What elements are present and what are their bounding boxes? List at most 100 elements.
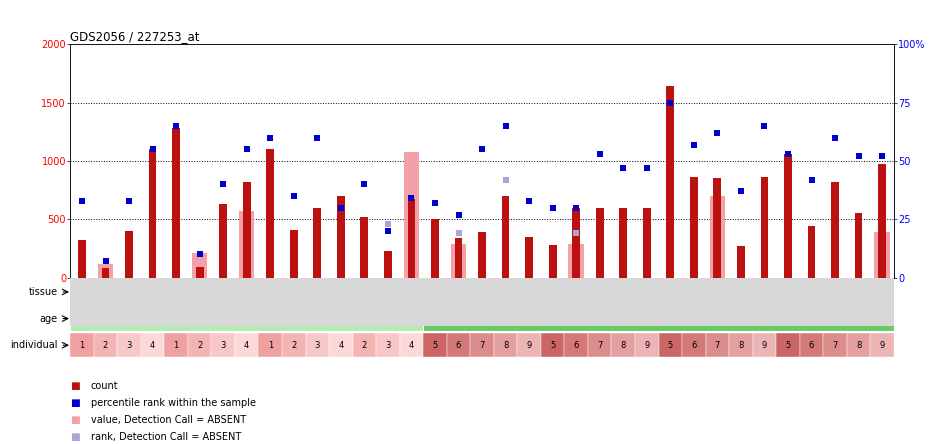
Text: 5: 5 [550, 341, 555, 350]
Text: 1: 1 [268, 341, 273, 350]
Bar [753, 333, 776, 357]
Bar [870, 333, 894, 357]
Text: deltoid: deltoid [572, 287, 604, 297]
Bar [784, 154, 792, 278]
Text: ■: ■ [70, 432, 80, 442]
Bar [568, 244, 584, 278]
Text: 1: 1 [80, 341, 84, 350]
Bar [643, 208, 651, 278]
Bar [548, 245, 557, 278]
Text: 8: 8 [621, 341, 626, 350]
Text: 8: 8 [739, 341, 743, 350]
Bar [847, 333, 870, 357]
Bar [620, 208, 627, 278]
Bar [242, 182, 251, 278]
Bar [494, 333, 518, 357]
Bar [776, 333, 799, 357]
Bar [709, 196, 725, 278]
Bar [706, 333, 729, 357]
Bar [376, 333, 400, 357]
Bar [470, 333, 494, 357]
Bar [165, 333, 188, 357]
Bar [855, 214, 862, 278]
Text: 2: 2 [361, 341, 367, 350]
Bar [659, 333, 682, 357]
Bar [611, 333, 635, 357]
Text: 6: 6 [691, 341, 696, 350]
Bar [219, 204, 227, 278]
Text: 3: 3 [126, 341, 132, 350]
Text: 9: 9 [762, 341, 768, 350]
Bar [149, 149, 156, 278]
Bar [384, 251, 392, 278]
Text: 5: 5 [667, 341, 673, 350]
Bar [635, 280, 753, 304]
Text: age: age [39, 313, 58, 324]
Bar [635, 333, 659, 357]
Bar [400, 333, 423, 357]
Bar [729, 333, 753, 357]
Text: gastrocnemius: gastrocnemius [661, 287, 727, 297]
Text: ■: ■ [70, 381, 80, 391]
Text: 9: 9 [526, 341, 532, 350]
Text: 4: 4 [409, 341, 414, 350]
Text: 3: 3 [386, 341, 390, 350]
Bar [165, 280, 258, 304]
Bar [824, 333, 847, 357]
Text: 6: 6 [809, 341, 814, 350]
Bar [258, 280, 376, 304]
Text: 5: 5 [785, 341, 791, 350]
Bar [431, 219, 439, 278]
Bar [713, 178, 722, 278]
Bar [564, 333, 588, 357]
Text: 7: 7 [597, 341, 603, 350]
Bar [376, 280, 423, 304]
Bar [97, 264, 113, 278]
Text: 2: 2 [291, 341, 297, 350]
Bar [102, 268, 110, 278]
Bar [192, 253, 208, 278]
Text: 6: 6 [574, 341, 578, 350]
Bar [831, 182, 839, 278]
Bar [518, 333, 541, 357]
Bar [799, 333, 824, 357]
Bar [353, 333, 376, 357]
Bar [808, 226, 815, 278]
Bar [525, 237, 533, 278]
Bar [541, 333, 564, 357]
Bar [290, 230, 298, 278]
Bar [267, 149, 274, 278]
Text: ■: ■ [70, 398, 80, 408]
Text: 3: 3 [221, 341, 226, 350]
Bar [329, 333, 353, 357]
Text: 6: 6 [456, 341, 461, 350]
Bar [423, 333, 446, 357]
Bar [446, 333, 470, 357]
Bar [172, 128, 180, 278]
Bar [196, 267, 203, 278]
Bar [690, 177, 697, 278]
Bar [235, 333, 258, 357]
Bar [682, 333, 706, 357]
Bar [337, 196, 344, 278]
Bar [360, 217, 368, 278]
Bar [596, 208, 604, 278]
Bar [117, 333, 140, 357]
Bar [451, 244, 466, 278]
Bar [878, 164, 886, 278]
Text: 9: 9 [644, 341, 650, 350]
Text: 4: 4 [244, 341, 249, 350]
Bar [239, 211, 255, 278]
Bar [125, 231, 133, 278]
Text: deltoid: deltoid [196, 287, 227, 297]
Text: 5: 5 [432, 341, 438, 350]
Bar [478, 232, 486, 278]
Bar [188, 333, 212, 357]
Bar [761, 177, 768, 278]
Text: ■: ■ [70, 415, 80, 425]
Bar [874, 232, 890, 278]
Text: 9: 9 [880, 341, 885, 350]
Bar [258, 333, 282, 357]
Text: gastrocnemius: gastrocnemius [284, 287, 351, 297]
Bar [305, 333, 329, 357]
